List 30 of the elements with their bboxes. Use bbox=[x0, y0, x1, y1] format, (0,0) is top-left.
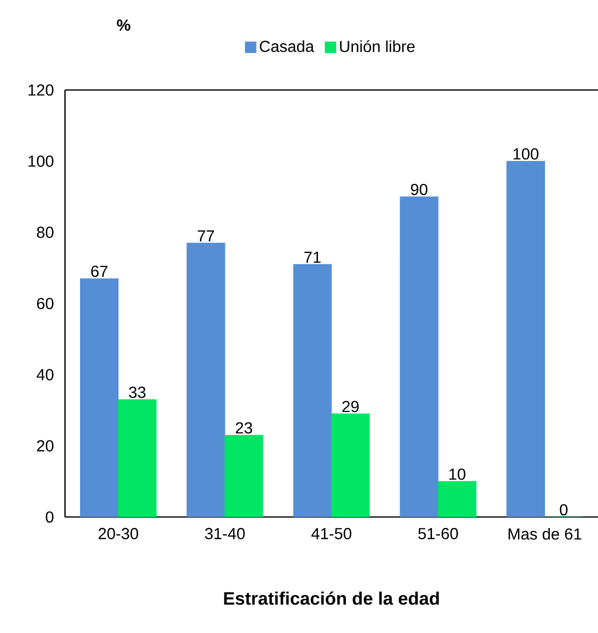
x-tick-label: 31-40 bbox=[205, 528, 245, 540]
x-tick-label: 41-50 bbox=[311, 528, 352, 540]
data-label: 23 bbox=[236, 422, 252, 434]
legend-label: Unión libre bbox=[340, 40, 415, 52]
x-axis-title: Estratificación de la edad bbox=[224, 591, 439, 605]
x-tick-label: Mas de 61 bbox=[508, 528, 582, 540]
data-label: 100 bbox=[514, 148, 538, 160]
bar bbox=[118, 399, 157, 517]
y-tick-label: 40 bbox=[36, 369, 54, 380]
y-tick-label: 20 bbox=[37, 440, 54, 452]
bar bbox=[331, 414, 370, 517]
y-axis-title: % bbox=[116, 19, 130, 31]
data-label: 10 bbox=[449, 468, 466, 480]
data-label: 33 bbox=[129, 386, 146, 398]
bar bbox=[224, 434, 264, 517]
y-tick-label: 100 bbox=[28, 156, 54, 167]
y-tick-label: 120 bbox=[28, 84, 54, 96]
legend-label: Casada bbox=[260, 40, 314, 52]
data-label: 71 bbox=[304, 252, 321, 263]
data-label: 90 bbox=[410, 184, 428, 196]
y-tick-label: 0 bbox=[46, 511, 54, 523]
x-tick-label: 51-60 bbox=[418, 528, 458, 540]
data-label: 0 bbox=[560, 504, 568, 516]
y-tick-label: 60 bbox=[37, 298, 54, 310]
data-label: 67 bbox=[91, 266, 108, 277]
bar bbox=[438, 481, 476, 517]
x-tick-label: 20-30 bbox=[98, 528, 138, 540]
y-tick-label: 80 bbox=[36, 226, 54, 238]
data-label: 77 bbox=[198, 230, 214, 242]
data-label: 29 bbox=[342, 400, 359, 412]
